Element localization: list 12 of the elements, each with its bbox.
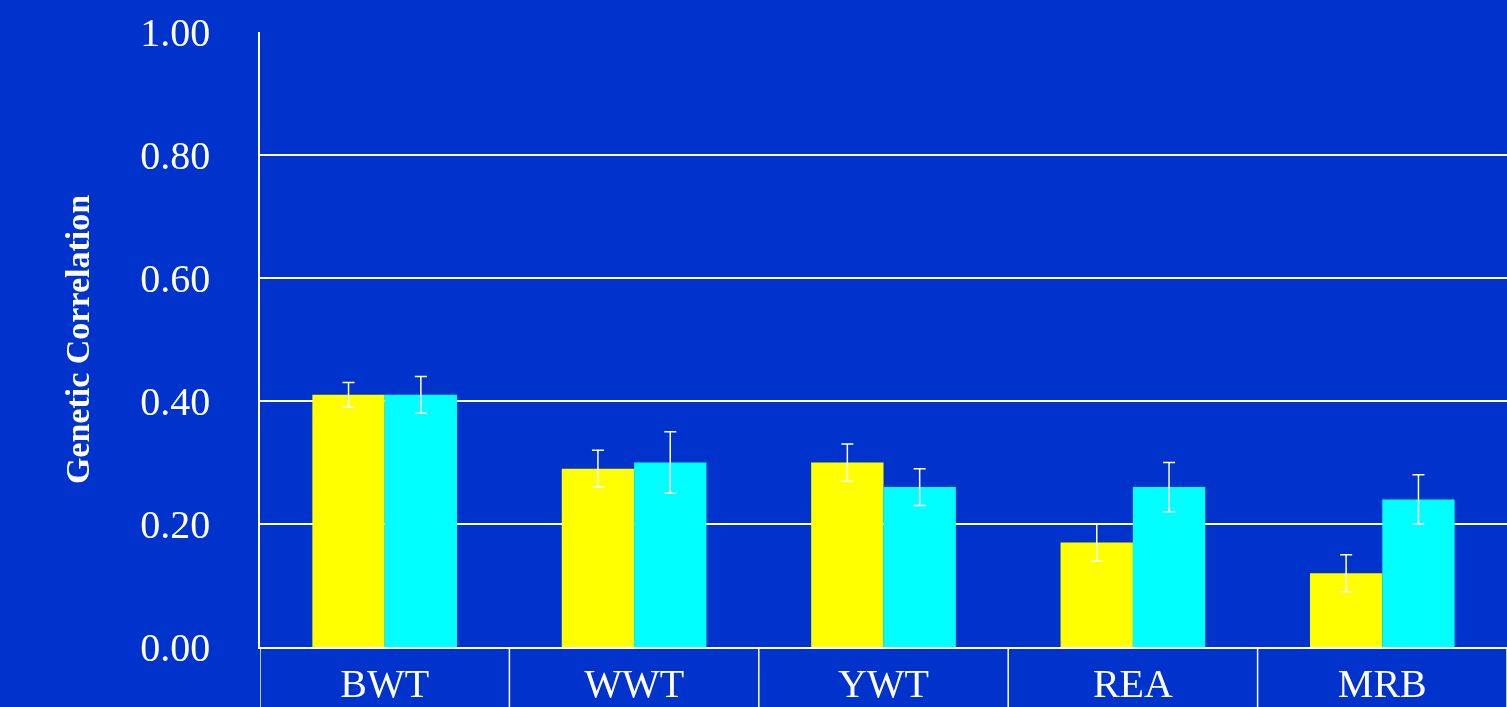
y-axis-title: Genetic Correlation (59, 194, 97, 485)
y-tick-label: 0.80 (140, 133, 211, 178)
x-tick-label: WWT (584, 660, 685, 706)
y-tick-label: 0.40 (140, 379, 211, 424)
x-tick-label: REA (1092, 660, 1174, 706)
y-tick-label: 0.00 (140, 625, 211, 670)
y-tick-label: 1.00 (140, 10, 211, 55)
y-tick-label: 0.60 (140, 256, 211, 301)
x-tick-label: BWT (340, 660, 430, 706)
y-tick-label: 0.20 (140, 502, 211, 547)
x-tick-label: YWT (837, 660, 930, 706)
x-tick-label: MRB (1337, 660, 1427, 706)
